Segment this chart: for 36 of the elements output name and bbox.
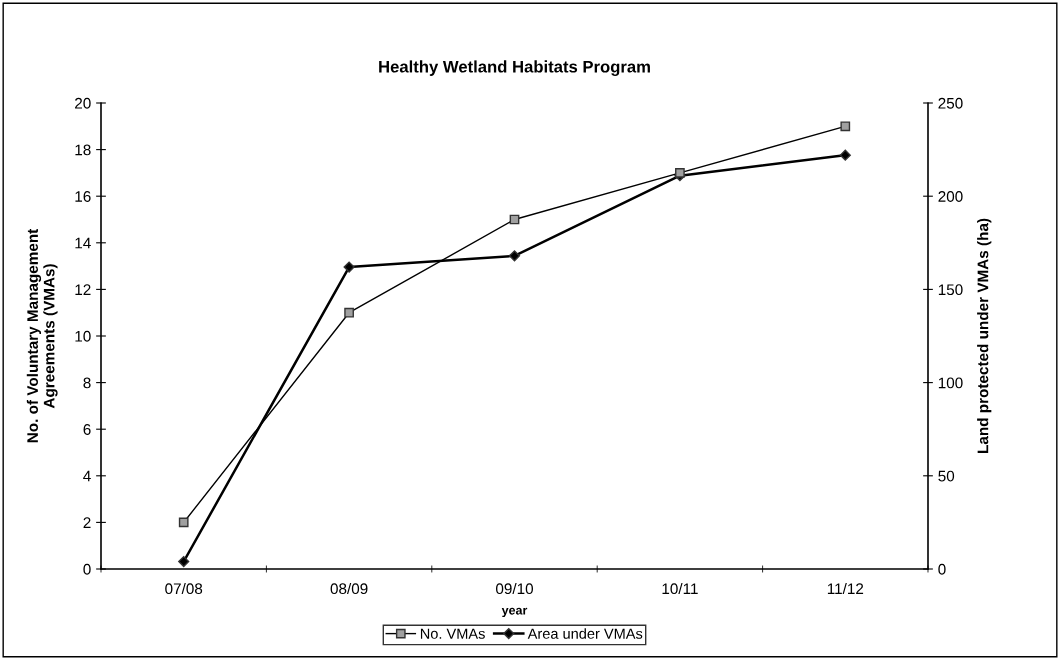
x-axis-title: year	[501, 607, 528, 618]
point	[675, 168, 685, 178]
y2-axis-title: Land protected under VMAs (ha)	[977, 218, 992, 453]
point	[839, 149, 851, 161]
y-tick-label: 10	[75, 330, 91, 342]
y-tick-label: 8	[83, 377, 91, 389]
point	[178, 555, 190, 568]
x-tick-label: 10/11	[662, 582, 698, 595]
point	[343, 261, 355, 273]
y-tick-label: 0	[83, 563, 91, 575]
y-tick-label: 12	[75, 284, 91, 295]
y2-tick-label: 200	[938, 191, 963, 202]
x-tick-label: 08/09	[330, 582, 368, 595]
y2-tick-label: 0	[938, 563, 946, 575]
x-tick-label: 09/10	[495, 582, 534, 595]
y-tick-label: 20	[75, 97, 91, 109]
y2-tick-label: 150	[938, 284, 963, 296]
x-tick-label: 07/08	[165, 582, 203, 595]
y-tick-label: 2	[83, 517, 91, 528]
y-tick-label: 4	[83, 470, 91, 482]
y-tick-label: 18	[75, 144, 91, 156]
y2-tick-label: 50	[938, 470, 955, 482]
y-tick-label: 14	[75, 237, 91, 249]
chart-title: Healthy Wetland Habitats Program	[379, 60, 650, 76]
point	[840, 121, 851, 132]
y2-tick-label: 250	[938, 97, 963, 109]
point	[508, 250, 521, 262]
legend-label: No. VMAs	[420, 628, 485, 639]
x-tick-label: 11/12	[827, 582, 864, 595]
y2-tick-label: 100	[938, 377, 963, 389]
y-tick-label: 6	[83, 424, 91, 435]
legend-label: Area under VMAs	[527, 628, 643, 639]
y-tick-label: 16	[75, 191, 91, 202]
point	[178, 517, 189, 528]
point	[344, 307, 354, 318]
y-axis-title: No. of Voluntary Management Agreements (VMAs)	[26, 228, 58, 443]
